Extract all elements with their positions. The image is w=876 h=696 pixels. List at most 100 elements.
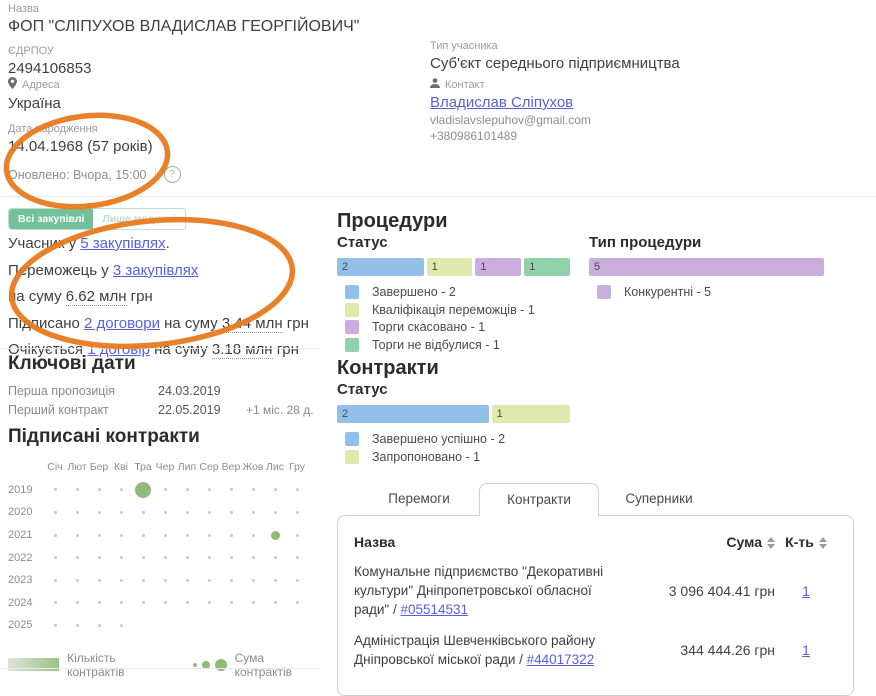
heatmap-cell xyxy=(220,569,242,592)
empty-dot xyxy=(75,533,79,537)
key-dates-section: Ключові дати Перша пропозиція 24.03.2019… xyxy=(8,353,320,417)
stat-line-participant: Учасник у 5 закупівлях. xyxy=(8,231,328,258)
contracts-status-subtitle: Статус xyxy=(337,381,388,398)
winner-sum-value[interactable]: 6.62 млн xyxy=(65,288,127,306)
empty-dot xyxy=(119,601,123,605)
heatmap-month-label: Гру xyxy=(288,461,306,474)
purchases-count-link[interactable]: 5 закупівлях xyxy=(80,235,166,252)
legend-item: Запропоновано - 1 xyxy=(337,449,570,465)
column-header-name[interactable]: Назва xyxy=(354,534,396,550)
bar-segment: 2 xyxy=(337,405,489,423)
heatmap-month-label: Вер xyxy=(221,461,241,474)
empty-dot xyxy=(97,556,101,560)
address-label: Адреса xyxy=(22,78,60,91)
empty-dot xyxy=(185,488,189,492)
sum-cell: 3 096 404.41 грн xyxy=(668,582,775,599)
name-value: ФОП "СЛІПУХОВ ВЛАДИСЛАВ ГЕОРГІЙОВИЧ" xyxy=(8,18,360,35)
contracts-count-link[interactable]: 1 xyxy=(802,582,810,599)
contracts-status-legend: Завершено успішно - 2 Запропоновано - 1 xyxy=(337,432,570,464)
heatmap-year-label: 2025 xyxy=(8,619,33,632)
sum-dot-medium xyxy=(201,660,210,669)
heatmap-cell xyxy=(66,546,88,569)
stat-text: Переможець у xyxy=(8,261,113,279)
sum-cell: 344 444.26 грн xyxy=(680,642,775,658)
heatmap-cell xyxy=(66,501,88,524)
heatmap-cell xyxy=(242,614,264,637)
results-tab[interactable]: Перемоги xyxy=(388,491,450,506)
stat-text: Підписано xyxy=(8,314,85,332)
empty-dot xyxy=(185,601,189,605)
column-header-sum[interactable]: Сума xyxy=(630,534,775,550)
heatmap-cell xyxy=(242,479,264,502)
stat-text: грн xyxy=(126,288,153,305)
participant-type-label: Тип учасника xyxy=(430,40,498,52)
empty-dot xyxy=(53,488,57,492)
heatmap-cell xyxy=(220,501,242,524)
empty-dot xyxy=(119,578,123,582)
heatmap-cell xyxy=(88,592,110,615)
heatmap-cell xyxy=(44,569,66,592)
heatmap-cell xyxy=(66,524,88,547)
heatmap-cell xyxy=(154,592,176,615)
heatmap-cell xyxy=(220,614,242,637)
heatmap-cell xyxy=(220,524,242,547)
updated-row: Оновлено: Вчора, 15:00 ? xyxy=(8,166,181,183)
heatmap-cell xyxy=(110,524,132,547)
results-tab[interactable]: Контракти xyxy=(479,483,599,516)
heatmap-month-label: Жов xyxy=(242,461,264,474)
sort-icon[interactable] xyxy=(767,537,775,550)
heatmap-cell xyxy=(176,614,198,637)
stat-text: на суму xyxy=(8,288,66,305)
heatmap-month-label: Тра xyxy=(134,461,152,474)
empty-dot xyxy=(295,533,299,537)
heatmap-cell xyxy=(44,592,66,615)
empty-dot xyxy=(75,623,79,627)
column-header-count[interactable]: К-ть xyxy=(775,534,837,550)
participation-stats: Учасник у 5 закупівлях. Переможець у 3 з… xyxy=(8,231,328,364)
key-date-row: Перший контракт 22.05.2019 +1 міс. 28 д. xyxy=(8,403,320,417)
buyer-name-cell: Адміністрація Шевченківського району Дні… xyxy=(354,631,630,669)
empty-dot xyxy=(75,601,79,605)
filter-medical-only-tab[interactable]: Лише медичні xyxy=(93,209,185,229)
legend-label: Запропоновано - 1 xyxy=(372,449,481,464)
empty-dot xyxy=(53,533,57,537)
edrpou-value: 2494106853 xyxy=(8,60,92,77)
edrpou-link[interactable]: #44017322 xyxy=(526,652,595,667)
empty-dot xyxy=(295,601,299,605)
stat-text: . xyxy=(165,235,170,252)
empty-dot xyxy=(229,533,233,537)
contracts-count-link[interactable]: 1 xyxy=(802,642,810,658)
heatmap-cell xyxy=(220,479,242,502)
legend-item: Завершено - 2 xyxy=(337,285,570,300)
wins-count-link[interactable]: 3 закупівлях xyxy=(112,261,199,279)
signed-sum-value[interactable]: 3.44 млн xyxy=(221,314,283,333)
contact-name-link[interactable]: Владислав Сліпухов xyxy=(430,94,574,111)
sort-icon[interactable] xyxy=(818,537,827,550)
empty-dot xyxy=(119,533,123,537)
heatmap-legend: Кількість контрактів Сума контрактів xyxy=(8,651,320,679)
heatmap-cell xyxy=(264,546,286,569)
edrpou-link[interactable]: #05514531 xyxy=(400,602,469,617)
filter-all-purchases-tab[interactable]: Всі закупівлі xyxy=(9,209,94,229)
empty-dot xyxy=(229,556,233,560)
procedures-title: Процедури xyxy=(337,210,448,232)
heatmap-cell xyxy=(110,501,132,524)
empty-dot xyxy=(141,601,145,605)
signed-contracts-link[interactable]: 2 договори xyxy=(84,314,160,332)
procedures-status-subtitle: Статус xyxy=(337,234,388,251)
contact-email: vladislavslepuhov@gmail.com xyxy=(430,113,591,127)
contact-phone: +380986101489 xyxy=(430,129,518,143)
buyer-name-text: Комунальне підприємство "Декоративні кул… xyxy=(354,564,604,617)
empty-dot xyxy=(207,578,211,582)
heatmap-cell xyxy=(132,614,154,637)
updated-text: Оновлено: Вчора, 15:00 xyxy=(8,167,147,182)
empty-dot xyxy=(207,488,211,492)
help-question-icon[interactable]: ? xyxy=(163,166,181,183)
empty-dot xyxy=(163,556,167,560)
heatmap-cell xyxy=(198,524,220,547)
results-tab[interactable]: Суперники xyxy=(625,491,693,506)
heatmap-month-label: Лют xyxy=(67,461,87,474)
